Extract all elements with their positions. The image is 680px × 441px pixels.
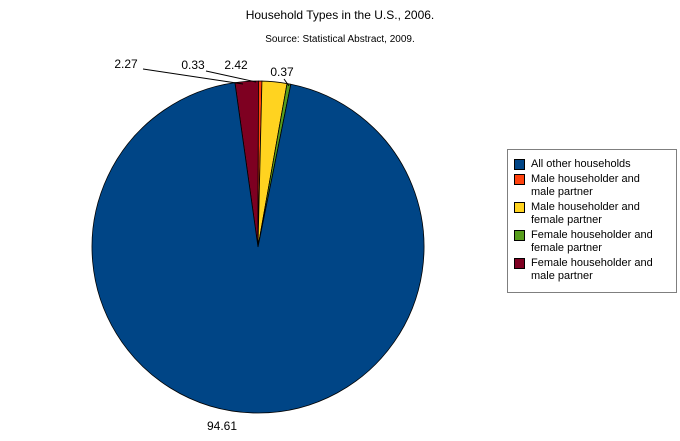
value-label-female-male: 2.27 [114,57,138,71]
legend-label: All other households [531,158,631,170]
value-labels: 2.27 0.33 2.42 0.37 94.61 [114,57,294,433]
legend: All other households Male householder an… [507,149,677,293]
legend-item-all-other-households: All other households [514,158,670,171]
value-label-all-other: 94.61 [207,419,237,433]
legend-label: Female householder and female partner [531,229,653,254]
legend-swatch-female-householder-female-partner [514,230,525,241]
legend-label: Male householder and female partner [531,201,640,226]
value-label-male-female: 2.42 [224,58,248,72]
legend-label: Male householder and male partner [531,173,640,198]
chart-title: Household Types in the U.S., 2006. [245,8,435,22]
legend-swatch-all-other-households [514,159,525,170]
leader-lines [142,68,290,87]
legend-swatch-male-householder-male-partner [514,174,525,185]
legend-item-female-householder-male-partner: Female householder and male partner [514,257,670,283]
legend-item-female-householder-female-partner: Female householder and female partner [514,229,670,255]
chart-subtitle: Source: Statistical Abstract, 2009. [265,34,415,45]
legend-item-male-householder-female-partner: Male householder and female partner [514,201,670,227]
leader-line-0-33 [205,70,257,83]
legend-item-male-householder-male-partner: Male householder and male partner [514,173,670,199]
pie-slice-all-other-households [91,82,425,414]
value-label-male-male: 0.33 [181,58,205,72]
legend-swatch-female-householder-male-partner [514,258,525,269]
legend-label: Female householder and male partner [531,257,653,282]
leader-line-2-27 [142,68,244,85]
value-label-female-female: 0.37 [270,65,294,79]
legend-swatch-male-householder-female-partner [514,202,525,213]
pie-slices [91,80,425,414]
leader-line-0-37 [283,78,290,87]
